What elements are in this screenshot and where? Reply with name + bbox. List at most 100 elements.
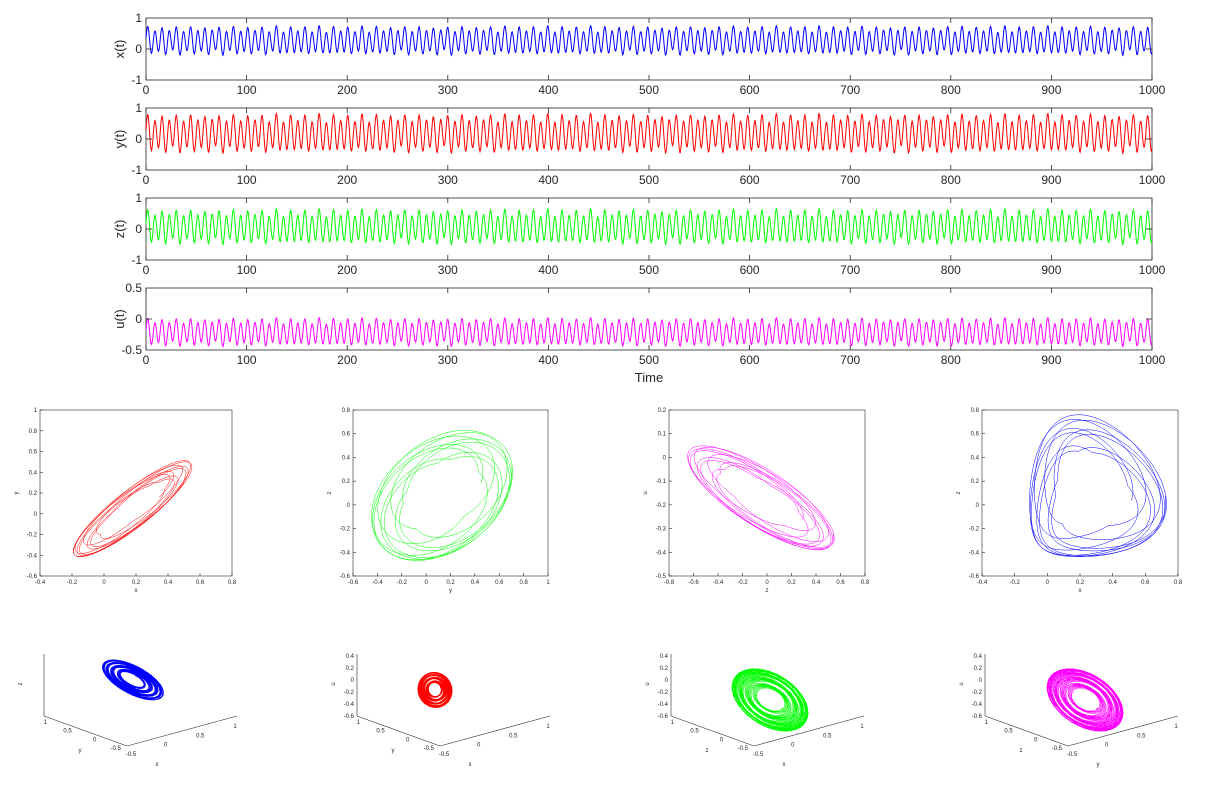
- y-tick-label: 0.4: [971, 455, 980, 461]
- y-tick-label: -1: [131, 73, 142, 87]
- x-axis-label: y: [1097, 762, 1100, 768]
- y-tick-label: -0.5: [111, 746, 122, 752]
- z-tick-label: 0.4: [346, 654, 355, 660]
- y-tick-label: -0.5: [1052, 746, 1063, 752]
- y-tick-label: 0.5: [125, 281, 142, 295]
- y-tick-label: 1: [44, 720, 48, 726]
- x-tick-label: -0.5: [1067, 752, 1078, 758]
- x-tick-label: 700: [840, 353, 860, 367]
- axes-box: [145, 17, 1153, 81]
- axes-box: [145, 107, 1153, 171]
- x-tick-label: 0: [791, 743, 795, 749]
- x-axis-label: x: [156, 762, 159, 768]
- z-tick-label: 0: [665, 678, 669, 684]
- x-tick-label: 0: [143, 353, 150, 367]
- y-axis-label: y: [14, 492, 20, 495]
- x-tick-label: -0.5: [753, 752, 764, 758]
- y-tick-label: 1: [985, 720, 989, 726]
- x-tick-label: 200: [337, 353, 357, 367]
- y-tick-label: 0.6: [29, 450, 38, 456]
- axes-box: [145, 287, 1153, 351]
- y-axis-label: z: [706, 748, 709, 754]
- axes-box: [352, 409, 549, 577]
- y-tick-label: 0: [135, 42, 142, 56]
- y-tick-label: -0.2: [340, 527, 351, 533]
- x-axis: [753, 715, 865, 747]
- x-tick-label: -0.2: [397, 580, 408, 586]
- axes-box: [668, 409, 866, 577]
- x-tick-label: 100: [237, 173, 257, 187]
- y-tick-label: 0.5: [1004, 729, 1013, 735]
- x-tick-label: 1: [233, 724, 237, 730]
- x-tick-label: 600: [740, 83, 760, 97]
- panel-phase-x-y: -0.4 -0.2 0 0.2 0.4 0.6 0.8-0.6-0.4-0.200.20.4…: [14, 408, 237, 594]
- trajectory-3d-xzu: [731, 668, 809, 732]
- y-tick-label: -0.2: [656, 503, 667, 509]
- x-tick-label: -0.6: [688, 580, 699, 586]
- x-axis-label: x: [783, 762, 786, 768]
- y-tick-label: -0.6: [340, 574, 351, 580]
- x-tick-label: 0.5: [196, 733, 205, 739]
- x-tick-label: 500: [639, 353, 659, 367]
- trajectory-phase-y-z: [371, 430, 513, 561]
- y-tick-label: 0.8: [971, 408, 980, 414]
- y-tick-label: -0.4: [27, 553, 38, 559]
- y-tick-label: 1: [34, 408, 38, 414]
- y-tick-label: -0.1: [656, 479, 667, 485]
- x-tick-label: 300: [438, 83, 458, 97]
- y-tick-label: 0.8: [29, 429, 38, 435]
- z-tick-label: 0: [979, 678, 983, 684]
- series-line-time-series-u: [145, 316, 1153, 348]
- y-axis: [43, 715, 128, 747]
- z-tick-label: 0.4: [660, 654, 669, 660]
- x-tick-label: 100: [237, 83, 257, 97]
- y-tick-label: 1: [671, 720, 675, 726]
- z-tick-label: -0.4: [344, 702, 355, 708]
- y-tick-label: -0.4: [969, 550, 980, 556]
- x-tick-label: 1: [546, 724, 550, 730]
- x-tick-label: 0.2: [446, 580, 455, 586]
- panel-phase-z-u: -0.8 -0.6 -0.4 -0.2 0 0.2 0.4 0.6 0.8 -0.5 -0.4 -0.…: [643, 408, 870, 594]
- panel-time-series-u: 0 100 200 300 400 500 600 700 800 900 1000-0.500.5…: [112, 281, 1166, 385]
- z-tick-label: -0.2: [658, 690, 669, 696]
- y-tick-label: 0: [135, 222, 142, 236]
- x-tick-label: 1000: [1139, 173, 1166, 187]
- x-tick-label: 1: [546, 580, 550, 586]
- y-axis-label: z: [1020, 748, 1023, 754]
- y-tick-label: 0: [135, 312, 142, 326]
- x-tick-label: -0.4: [977, 580, 988, 586]
- trajectory-3d-xyz: [101, 659, 164, 701]
- y-tick-label: -0.4: [656, 550, 667, 556]
- x-tick-label: -0.6: [348, 580, 359, 586]
- x-tick-label: 900: [1041, 83, 1061, 97]
- x-tick-label: 600: [740, 353, 760, 367]
- y-tick-label: 0.2: [342, 479, 351, 485]
- y-axis-label: y: [79, 748, 82, 754]
- x-tick-label: 0: [164, 743, 168, 749]
- y-tick-label: 0.8: [342, 408, 351, 414]
- trajectory-3d-xyu: [417, 671, 453, 709]
- z-tick-label: -0.6: [972, 714, 983, 720]
- x-tick-label: 200: [337, 263, 357, 277]
- x-axis: [439, 715, 551, 747]
- x-tick-label: 300: [438, 263, 458, 277]
- x-axis: [126, 715, 238, 747]
- z-tick-label: -0.4: [658, 702, 669, 708]
- x-tick-label: 900: [1041, 173, 1061, 187]
- x-tick-label: 0.4: [812, 580, 821, 586]
- x-tick-label: 0.2: [787, 580, 796, 586]
- panel-3d-xyz: -0.5 0 0.5 1 -0.5 0 0.5 1 x y z: [18, 654, 237, 768]
- y-axis-label: x(t): [112, 40, 127, 59]
- y-tick-label: 1: [135, 11, 142, 25]
- y-tick-label: -0.3: [656, 527, 667, 533]
- y-tick-label: 1: [135, 101, 142, 115]
- y-axis-label: y(t): [112, 130, 127, 149]
- y-tick-label: -0.5: [424, 746, 435, 752]
- x-tick-label: 0.6: [196, 580, 205, 586]
- y-tick-label: 0.4: [29, 470, 38, 476]
- z-axis-label: u: [959, 682, 965, 685]
- x-axis: [1067, 715, 1179, 747]
